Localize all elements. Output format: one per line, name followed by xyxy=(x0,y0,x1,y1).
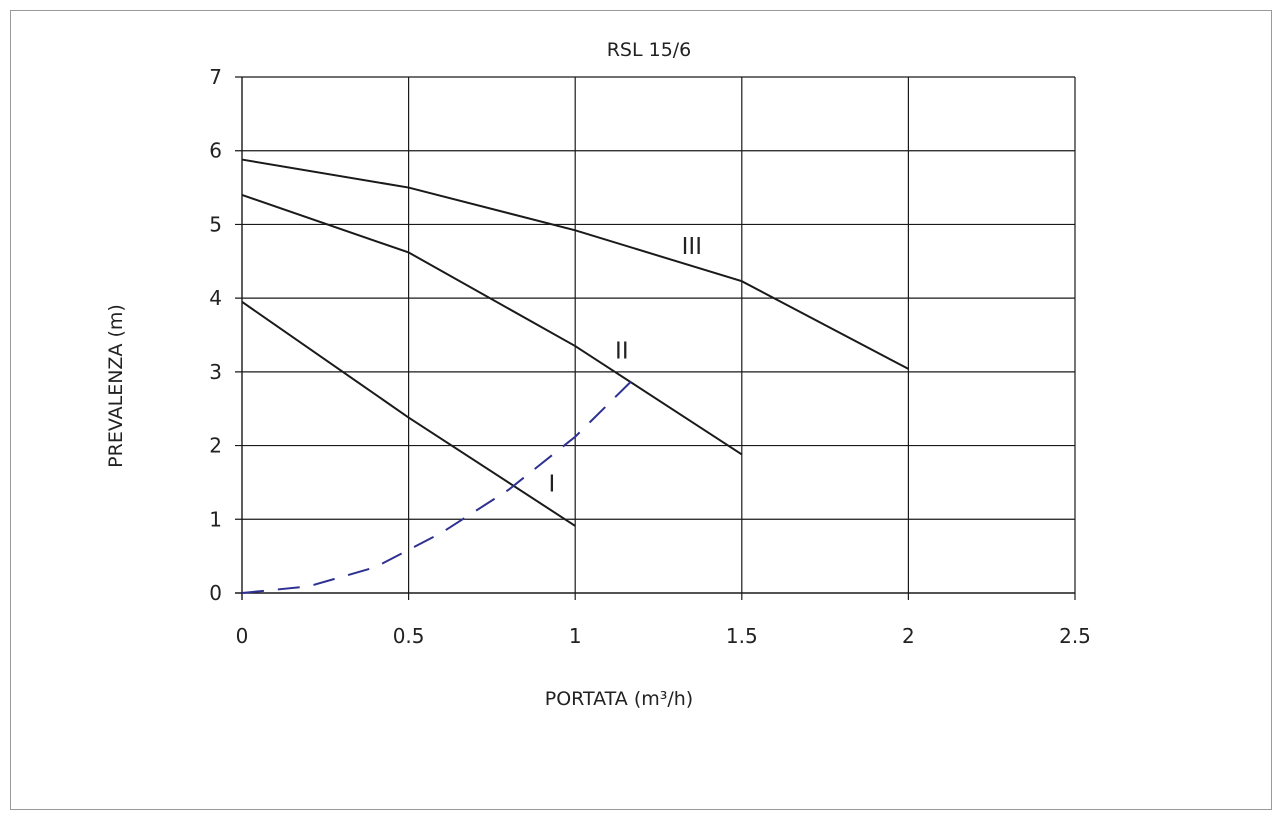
y-tick-label: 3 xyxy=(209,360,222,384)
y-tick-label: 7 xyxy=(209,65,222,89)
x-tick-label: 0.5 xyxy=(393,624,425,648)
y-tick-label: 2 xyxy=(209,434,222,458)
y-tick-label: 6 xyxy=(209,139,222,163)
grid xyxy=(235,76,1076,600)
x-tick-label: 1.5 xyxy=(726,624,758,648)
x-axis-title: PORTATA (m³/h) xyxy=(545,688,693,710)
y-tick-label: 4 xyxy=(209,286,222,310)
curve-label-ii: II xyxy=(615,339,629,365)
chart-title: RSL 15/6 xyxy=(607,39,692,61)
pump-curve-i xyxy=(241,301,576,527)
curve-label-i: I xyxy=(548,471,555,497)
pump-curve-ii xyxy=(241,193,743,456)
curve-label-iii: III xyxy=(682,234,702,260)
x-tick-label: 0 xyxy=(236,624,249,648)
x-tick-label: 2 xyxy=(902,624,915,648)
axes xyxy=(235,77,1075,600)
tick-labels: 0 1 2 3 4 5 6 7 0 0.5 1 1.5 2 2.5 xyxy=(209,65,1091,648)
y-tick-label: 1 xyxy=(209,507,222,531)
x-tick-label: 1 xyxy=(569,624,582,648)
series xyxy=(241,158,909,594)
chart-frame: 0 1 2 3 4 5 6 7 0 0.5 1 1.5 2 2.5 I II III RSL 15/6 POR… xyxy=(10,10,1272,810)
pump-curve-iii xyxy=(241,158,909,370)
system-curve-line xyxy=(241,379,633,594)
y-tick-label: 5 xyxy=(209,212,222,236)
x-tick-label: 2.5 xyxy=(1059,624,1091,648)
y-axis-title: PREVALENZA (m) xyxy=(105,304,127,468)
y-tick-label: 0 xyxy=(209,581,222,605)
